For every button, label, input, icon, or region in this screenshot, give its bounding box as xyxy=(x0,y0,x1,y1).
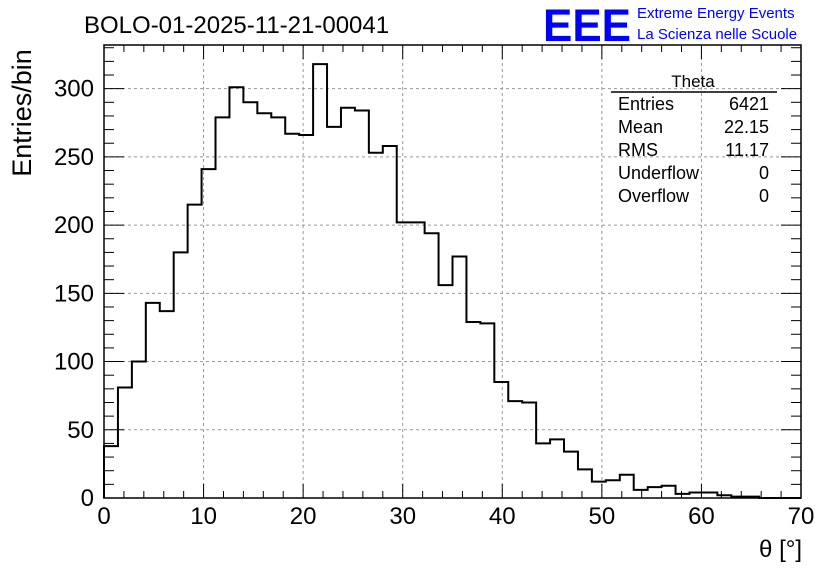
y-tick-label: 250 xyxy=(54,144,94,171)
plot-frame xyxy=(103,44,802,499)
y-tick-label: 150 xyxy=(54,280,94,307)
eee-logo-line1: Extreme Energy Events xyxy=(637,5,795,22)
stats-label: Entries xyxy=(618,94,674,114)
axis-ticks xyxy=(103,45,802,499)
y-tick-labels: 0 50 100 150 200 250 300 xyxy=(54,76,94,512)
stats-value: 22.15 xyxy=(724,117,769,137)
y-tick-label: 0 xyxy=(81,485,94,512)
y-tick-label: 50 xyxy=(67,417,94,444)
x-tick-label: 10 xyxy=(190,503,217,530)
x-tick-label: 20 xyxy=(290,503,317,530)
stats-label: Overflow xyxy=(618,186,690,206)
chart-title: BOLO-01-2025-11-21-00041 xyxy=(84,12,389,39)
y-tick-label: 100 xyxy=(54,349,94,376)
y-tick-label: 200 xyxy=(54,212,94,239)
eee-logo-line2: La Scienza nelle Scuole xyxy=(637,26,797,43)
x-tick-label: 0 xyxy=(97,503,110,530)
x-tick-labels: 0 10 20 30 40 50 60 70 xyxy=(97,503,814,530)
x-axis-label: θ [°] xyxy=(759,536,802,563)
eee-logo: EEE Extreme Energy Events La Scienza nel… xyxy=(543,0,797,51)
stats-box: Theta Entries 6421 Mean 22.15 RMS 11.17 Underf… xyxy=(611,72,777,206)
y-axis-label: Entries/bin xyxy=(7,49,37,177)
grid-lines xyxy=(104,45,801,498)
stats-label: Mean xyxy=(618,117,663,137)
eee-logo-mark: EEE xyxy=(543,0,631,51)
x-tick-label: 60 xyxy=(688,503,715,530)
x-tick-label: 70 xyxy=(788,503,815,530)
stats-label: RMS xyxy=(618,140,658,160)
stats-value: 0 xyxy=(759,163,769,183)
y-tick-label: 300 xyxy=(54,76,94,103)
stats-value: 0 xyxy=(759,186,769,206)
stats-label: Underflow xyxy=(618,163,700,183)
stats-title: Theta xyxy=(671,72,715,91)
x-tick-label: 30 xyxy=(389,503,416,530)
histogram-step-line xyxy=(103,63,801,499)
x-tick-label: 40 xyxy=(489,503,516,530)
stats-value: 6421 xyxy=(729,94,769,114)
stats-value: 11.17 xyxy=(725,140,769,160)
x-tick-label: 50 xyxy=(589,503,616,530)
